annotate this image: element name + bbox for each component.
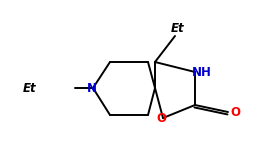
Text: Et: Et (171, 22, 185, 34)
Text: N: N (87, 81, 97, 95)
Text: O: O (156, 112, 166, 124)
Text: O: O (230, 105, 240, 118)
Text: Et: Et (23, 81, 37, 95)
Text: NH: NH (192, 66, 212, 79)
